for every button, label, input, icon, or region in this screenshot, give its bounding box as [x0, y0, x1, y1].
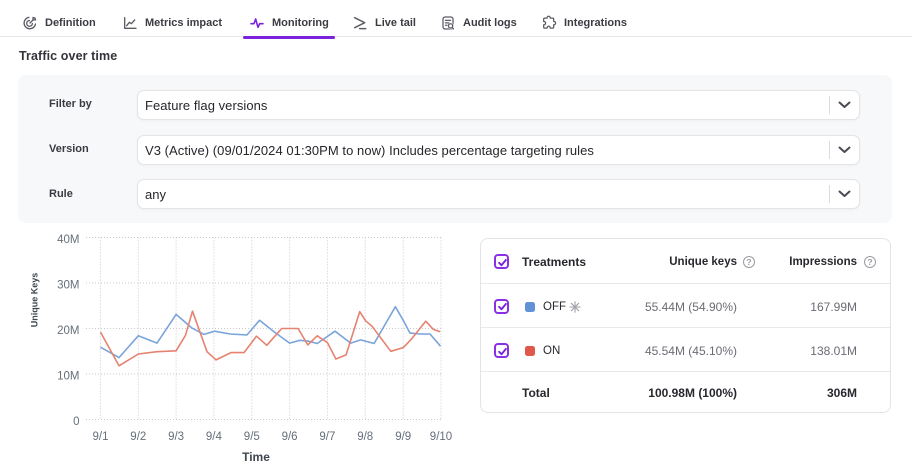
svg-text:9/4: 9/4 — [206, 431, 223, 443]
svg-text:9/1: 9/1 — [93, 431, 109, 443]
svg-text:9/5: 9/5 — [244, 431, 260, 443]
svg-text:9/8: 9/8 — [357, 431, 373, 443]
svg-text:30M: 30M — [57, 280, 79, 292]
svg-text:9/2: 9/2 — [130, 431, 146, 443]
svg-text:9/6: 9/6 — [282, 431, 298, 443]
svg-text:40M: 40M — [57, 234, 79, 246]
svg-text:Time: Time — [242, 450, 270, 464]
svg-text:Unique Keys: Unique Keys — [30, 273, 40, 328]
svg-text:9/3: 9/3 — [168, 431, 184, 443]
svg-text:0: 0 — [73, 416, 79, 428]
svg-text:9/9: 9/9 — [395, 431, 411, 443]
svg-text:20M: 20M — [57, 325, 79, 337]
svg-text:9/7: 9/7 — [319, 431, 335, 443]
svg-text:10M: 10M — [57, 371, 79, 383]
svg-text:9/10: 9/10 — [430, 431, 452, 443]
